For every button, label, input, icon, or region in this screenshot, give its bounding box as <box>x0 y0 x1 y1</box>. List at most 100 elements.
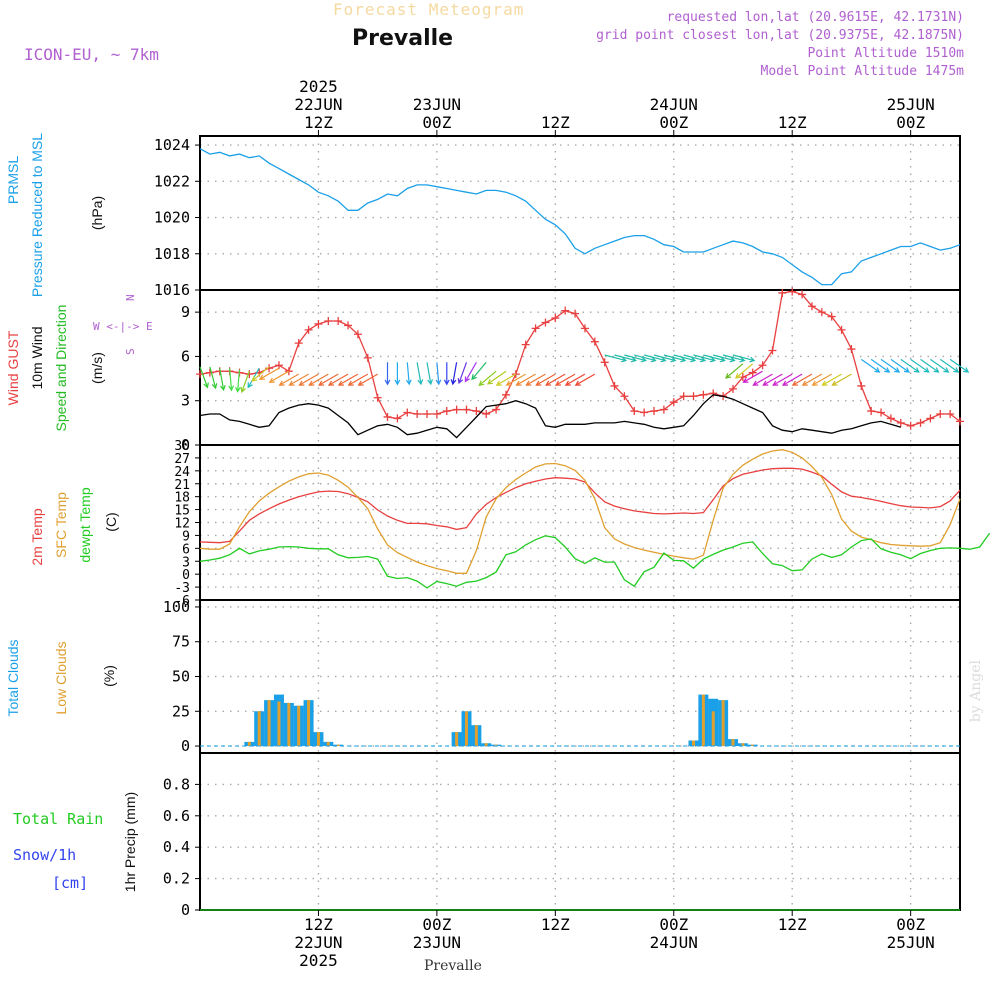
panel-pressure: 1016 1018 1020 1022 1024 PRMSL Pressure Reduce… <box>5 133 961 299</box>
gust-marker <box>541 318 550 327</box>
low-cloud-bar <box>701 694 705 747</box>
gust-marker <box>205 368 214 377</box>
series-line-sfc-temp <box>199 449 961 574</box>
rain-legend-label: Total Rain <box>13 810 103 828</box>
wind-arrow <box>574 373 596 386</box>
gust-marker <box>867 407 876 416</box>
gust-marker <box>265 364 274 373</box>
wind-arrow <box>811 373 832 386</box>
snow-unit-label: [cm] <box>52 874 88 892</box>
wind-arrow <box>781 373 803 386</box>
gust-marker <box>758 361 767 370</box>
y-tick-label: 0 <box>181 901 190 919</box>
gust-marker <box>423 410 432 418</box>
series-line-prmsl <box>199 148 961 286</box>
wind-arrow <box>742 370 763 383</box>
top-time-label: 22JUN <box>294 95 342 114</box>
wind-arrow <box>347 373 369 386</box>
y-tick-label: 100 <box>163 598 190 616</box>
wind-arrow <box>614 354 638 363</box>
wind-arrow <box>900 358 920 373</box>
low-cloud-bar <box>474 725 478 747</box>
axis-label: (C) <box>103 512 119 531</box>
y-tick-label: 0.8 <box>163 775 190 793</box>
wind-arrow <box>486 370 507 385</box>
low-cloud-bar <box>494 744 498 747</box>
gust-marker <box>689 392 698 401</box>
gust-marker <box>906 421 915 430</box>
wind-arrow <box>732 354 756 363</box>
wind-arrow <box>870 358 891 373</box>
wind-arrow <box>525 373 546 386</box>
wind-arrow <box>471 361 487 381</box>
compass-west-east: W <-|-> E <box>93 320 153 333</box>
gust-marker <box>640 408 649 417</box>
wind-arrow <box>722 354 746 363</box>
wind-arrow <box>495 373 517 386</box>
gust-marker <box>630 407 639 416</box>
wind-arrow <box>713 354 736 363</box>
bottom-time-label: 12Z <box>304 915 333 934</box>
y-tick-label: 9 <box>182 529 190 544</box>
y-tick-label: 0.6 <box>163 807 190 825</box>
panel-frame <box>199 289 961 446</box>
precip-axis-label: 1hr Precip (mm) <box>122 792 138 892</box>
gust-marker <box>452 405 461 414</box>
top-time-label: 00Z <box>896 113 925 132</box>
bottom-time-label: 25JUN <box>887 933 935 952</box>
gust-marker <box>610 381 619 390</box>
axis-label: Pressure Reduced to MSL <box>29 133 45 297</box>
low-cloud-bar <box>287 702 291 747</box>
series-line-10m-wind <box>199 394 901 439</box>
gust-marker <box>274 361 283 370</box>
y-tick-label: 75 <box>172 633 190 651</box>
gust-marker <box>344 321 353 330</box>
gust-marker <box>827 312 836 321</box>
gust-marker <box>857 381 866 390</box>
gust-marker <box>403 408 412 417</box>
wind-arrow <box>394 362 401 386</box>
axis-label: (hPa) <box>89 196 105 230</box>
wind-arrow <box>634 354 657 363</box>
gust-marker <box>807 302 816 311</box>
axis-label: 2m Temp <box>29 508 45 566</box>
gust-marker <box>946 410 955 418</box>
top-time-label: 00Z <box>659 113 688 132</box>
wind-arrow <box>405 362 412 386</box>
axis-label: SFC Temp <box>53 492 69 558</box>
wind-arrow <box>435 362 442 386</box>
gust-marker <box>334 317 343 325</box>
y-tick-label: 0.4 <box>163 838 190 856</box>
gust-marker <box>817 308 826 317</box>
wind-arrow <box>801 373 823 386</box>
model-point-altitude: Model Point Altitude 1475m <box>760 64 965 79</box>
low-cloud-bar <box>455 732 459 747</box>
y-tick-label: 1018 <box>154 245 190 263</box>
gust-marker <box>432 410 441 418</box>
wind-arrow <box>762 373 783 386</box>
top-time-label: 12Z <box>304 113 333 132</box>
top-time-label: 23JUN <box>413 95 461 114</box>
gust-marker <box>896 418 905 427</box>
low-cloud-bar <box>257 711 261 747</box>
wind-arrow <box>703 354 726 363</box>
gust-marker <box>383 412 392 421</box>
top-time-label: 25JUN <box>887 95 935 114</box>
panel-precip: 0 0.2 0.4 0.6 0.8 <box>163 752 961 919</box>
wind-arrow <box>545 373 566 386</box>
wind-arrow <box>288 373 309 386</box>
gust-marker <box>294 339 303 348</box>
gust-marker <box>847 345 856 354</box>
wind-arrow <box>604 354 628 363</box>
wind-arrow <box>228 368 235 392</box>
wind-arrow <box>327 373 349 386</box>
gust-marker <box>699 390 708 399</box>
y-tick-label: 50 <box>172 668 190 686</box>
wind-arrow <box>450 362 458 386</box>
gust-marker <box>353 330 362 339</box>
gust-marker <box>314 319 323 328</box>
wind-arrow <box>791 373 813 386</box>
low-cloud-bar <box>741 743 745 747</box>
gust-marker <box>709 389 718 398</box>
